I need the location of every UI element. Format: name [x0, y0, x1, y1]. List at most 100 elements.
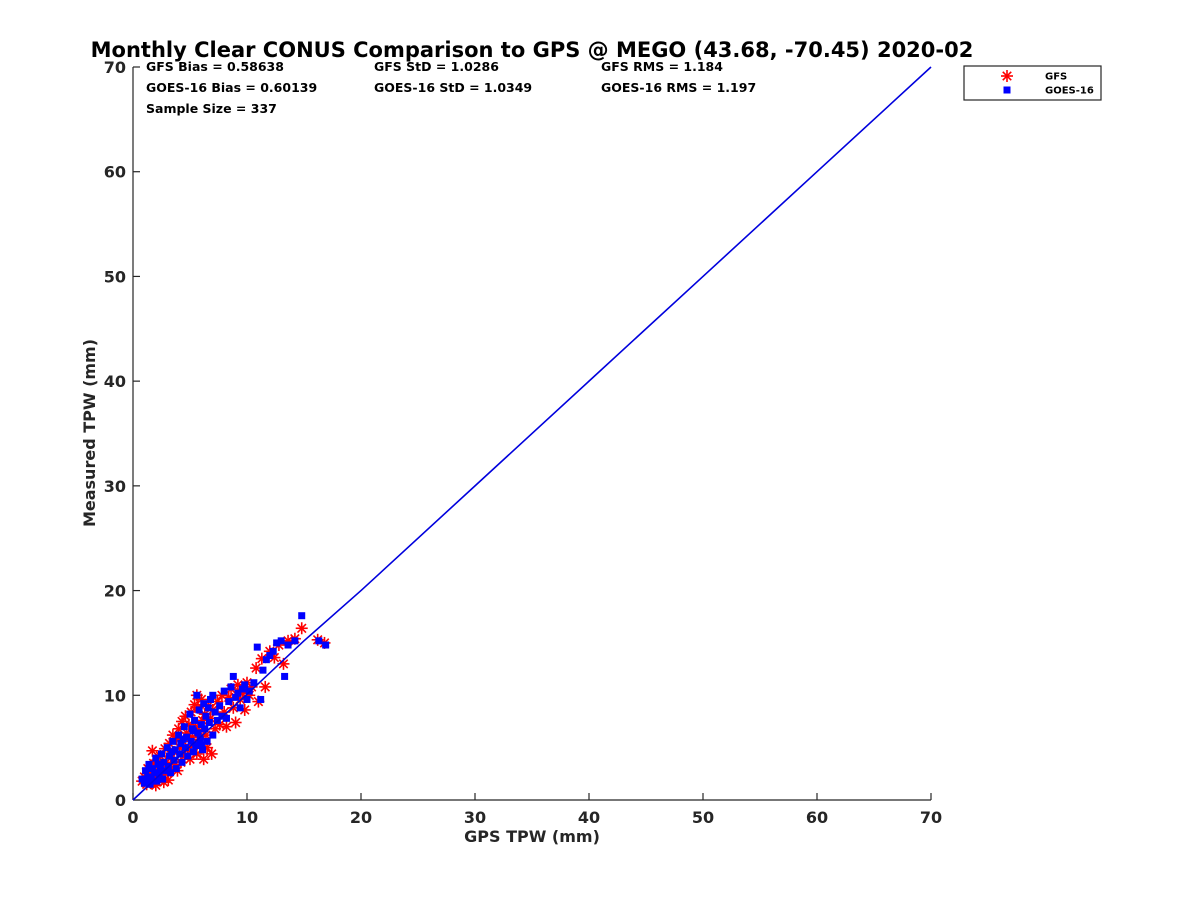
- goes-point: [236, 704, 244, 712]
- goes-point: [197, 742, 205, 750]
- stat-goes-bias: GOES-16 Bias = 0.60139: [146, 80, 317, 95]
- goes-point: [209, 691, 217, 699]
- x-tick-label: 20: [350, 808, 372, 827]
- goes-point: [167, 769, 175, 777]
- goes-point: [209, 731, 217, 739]
- stat-gfs-bias: GFS Bias = 0.58638: [146, 59, 284, 74]
- legend: GFS GOES-16: [963, 65, 1102, 101]
- goes-point: [191, 716, 199, 724]
- y-tick-label: 60: [104, 163, 126, 182]
- goes-point: [159, 775, 167, 783]
- goes-point: [189, 727, 197, 735]
- y-tick-label: 20: [104, 582, 126, 601]
- gfs-point: [197, 753, 210, 766]
- goes-point: [257, 695, 265, 703]
- axis-ticks: 0 10 20 30 40 50 60 70 0 10 20 30 40 50 60 70: [104, 58, 942, 827]
- reference-line: [132, 66, 932, 801]
- x-tick-label: 50: [692, 808, 714, 827]
- gfs-point: [220, 720, 233, 733]
- goes-point: [163, 744, 171, 752]
- goes-point: [199, 746, 207, 754]
- goes-point: [266, 651, 274, 659]
- gfs-point: [259, 680, 272, 693]
- goes-point: [322, 641, 330, 649]
- goes-point: [181, 744, 189, 752]
- goes-point: [291, 637, 299, 645]
- legend-box: [963, 65, 1102, 101]
- goes-point: [187, 737, 195, 745]
- goes-point: [153, 777, 161, 785]
- goes-point: [140, 779, 148, 787]
- goes-point: [200, 700, 208, 708]
- goes-point: [152, 754, 160, 762]
- goes-point: [232, 693, 240, 701]
- stat-sample-size: Sample Size = 337: [146, 101, 277, 116]
- goes-point: [184, 752, 192, 760]
- x-tick-label: 40: [578, 808, 600, 827]
- goes-point: [170, 756, 178, 764]
- legend-gfs-marker: [1001, 70, 1013, 82]
- goes-point: [189, 748, 197, 756]
- gfs-point: [162, 774, 175, 787]
- y-tick-label: 70: [104, 58, 126, 77]
- x-tick-label: 70: [920, 808, 942, 827]
- goes-point: [281, 672, 289, 680]
- stat-gfs-rms: GFS RMS = 1.184: [601, 59, 723, 74]
- y-tick-label: 40: [104, 372, 126, 391]
- x-tick-label: 60: [806, 808, 828, 827]
- goes-point: [238, 685, 246, 693]
- stat-goes-rms: GOES-16 RMS = 1.197: [601, 80, 756, 95]
- goes-point: [220, 687, 228, 695]
- goes-point: [262, 656, 270, 664]
- legend-label: GOES-16: [1045, 86, 1094, 97]
- goes-point: [259, 666, 267, 674]
- goes-point: [222, 714, 230, 722]
- x-axis-label: GPS TPW (mm): [464, 827, 600, 846]
- goes-point: [250, 679, 258, 687]
- goes-point: [196, 735, 204, 743]
- goes-point: [277, 637, 285, 645]
- data-marks: [132, 66, 932, 801]
- y-tick-label: 0: [115, 791, 126, 810]
- goes-point: [175, 731, 183, 739]
- goes-point: [151, 769, 159, 777]
- gfs-point: [295, 622, 308, 635]
- y-tick-label: 50: [104, 267, 126, 286]
- goes-point: [253, 643, 261, 651]
- goes-point: [227, 683, 235, 691]
- stat-goes-std: GOES-16 StD = 1.0349: [374, 80, 532, 95]
- goes-point: [179, 735, 187, 743]
- goes-point: [243, 695, 251, 703]
- goes-point: [203, 737, 211, 745]
- goes-point: [202, 712, 210, 720]
- gfs-point: [229, 716, 242, 729]
- goes-point: [194, 729, 202, 737]
- gfs-point: [146, 744, 159, 757]
- chart-title: Monthly Clear CONUS Comparison to GPS @ …: [91, 38, 974, 62]
- goes-point: [269, 647, 277, 655]
- goes-point: [158, 750, 165, 758]
- goes-point: [204, 704, 212, 712]
- goes-point: [169, 737, 177, 745]
- goes-point: [229, 672, 237, 680]
- gfs-point: [205, 747, 218, 760]
- goes-point: [177, 739, 185, 747]
- legend-goes-marker: [1003, 86, 1011, 94]
- goes-point: [176, 750, 184, 758]
- goes-point: [284, 641, 292, 649]
- y-tick-label: 10: [104, 686, 126, 705]
- goes-point: [178, 758, 186, 766]
- legend-label: GFS: [1045, 72, 1067, 83]
- goes-point: [273, 639, 281, 647]
- goes-point: [197, 721, 205, 729]
- goes-point: [211, 708, 219, 716]
- x-tick-label: 10: [236, 808, 258, 827]
- goes-point: [205, 719, 213, 727]
- goes-point: [193, 691, 201, 699]
- goes-point: [148, 765, 156, 773]
- series-goes-16: [138, 612, 330, 788]
- goes-point: [315, 637, 323, 645]
- goes-point: [145, 760, 153, 768]
- goes-point: [192, 742, 200, 750]
